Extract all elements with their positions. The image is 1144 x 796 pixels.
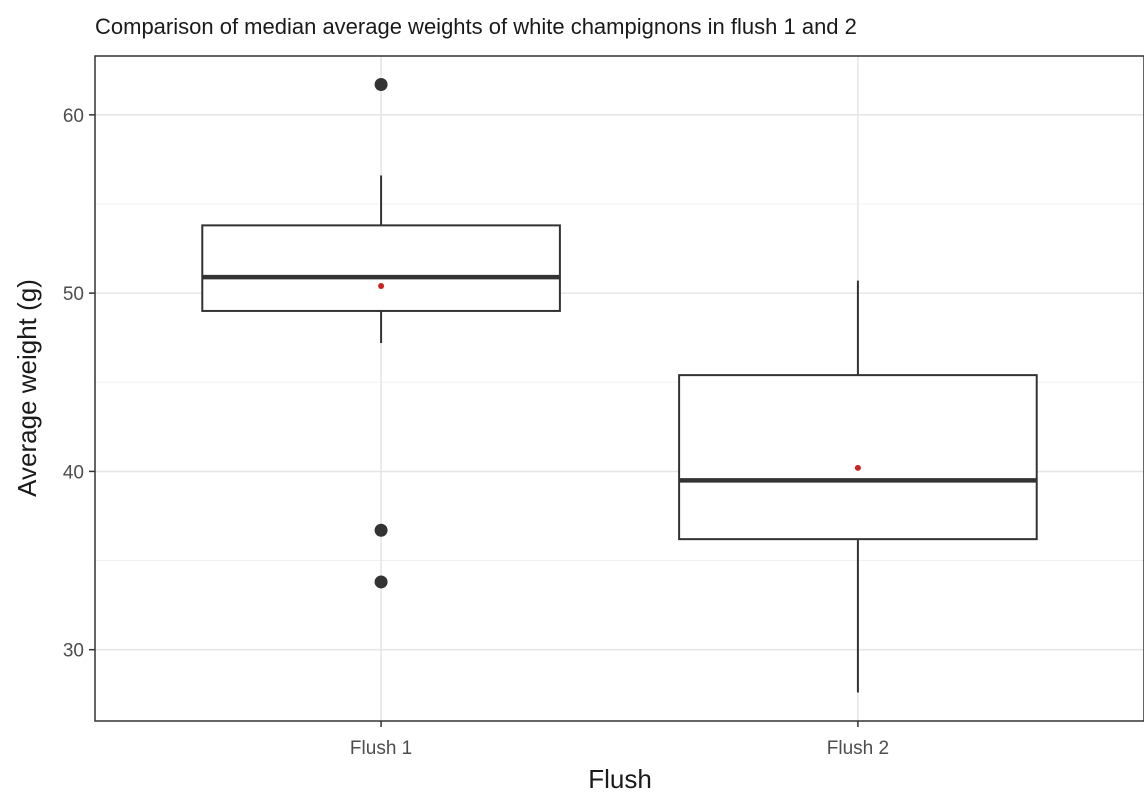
x-axis-title: Flush bbox=[588, 764, 652, 794]
y-tick-label: 40 bbox=[63, 462, 84, 483]
outlier-point bbox=[374, 523, 388, 537]
y-tick-label: 60 bbox=[63, 106, 84, 127]
y-axis-title: Average weight (g) bbox=[12, 279, 42, 497]
box-iqr bbox=[201, 224, 561, 312]
x-axis-ticks: Flush 1 Flush 2 bbox=[350, 721, 889, 759]
x-tick-label: Flush 1 bbox=[350, 738, 412, 759]
outlier-point bbox=[374, 575, 388, 589]
boxplot-1 bbox=[201, 78, 561, 589]
mean-point bbox=[854, 464, 861, 471]
y-tick-label: 50 bbox=[63, 284, 84, 305]
outlier-point bbox=[374, 78, 388, 92]
boxplots bbox=[201, 78, 1038, 693]
panel-border bbox=[94, 55, 1144, 722]
boxplot-2 bbox=[678, 280, 1038, 693]
box-iqr bbox=[678, 374, 1038, 541]
chart-title: Comparison of median average weights of … bbox=[95, 14, 857, 39]
y-tick-label: 30 bbox=[63, 641, 84, 662]
x-tick-label: Flush 2 bbox=[827, 738, 889, 759]
y-axis-ticks: 30 40 50 60 bbox=[63, 106, 95, 662]
mean-point bbox=[378, 282, 385, 289]
